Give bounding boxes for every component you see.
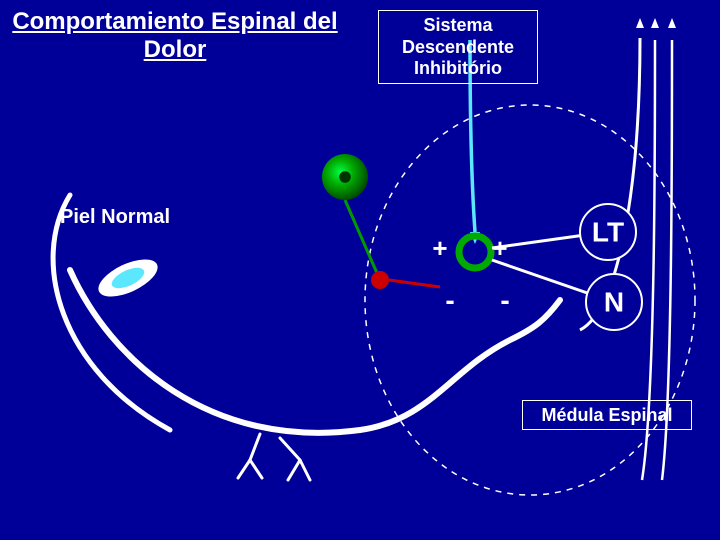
spinal-cord-box: Médula Espinal bbox=[522, 400, 692, 430]
svg-text:-: - bbox=[500, 285, 509, 316]
diagram-svg: LT N + + - - bbox=[0, 0, 720, 540]
svg-text:+: + bbox=[432, 233, 447, 263]
normal-skin-label: Piel Normal bbox=[60, 206, 170, 229]
svg-text:-: - bbox=[445, 285, 454, 316]
diagram-title: Comportamiento Espinal del Dolor bbox=[10, 8, 340, 64]
svg-text:+: + bbox=[492, 233, 507, 263]
descending-system-box: Sistema Descendente Inhibitório bbox=[378, 10, 538, 84]
svg-text:LT: LT bbox=[592, 217, 624, 248]
svg-text:N: N bbox=[604, 287, 624, 318]
